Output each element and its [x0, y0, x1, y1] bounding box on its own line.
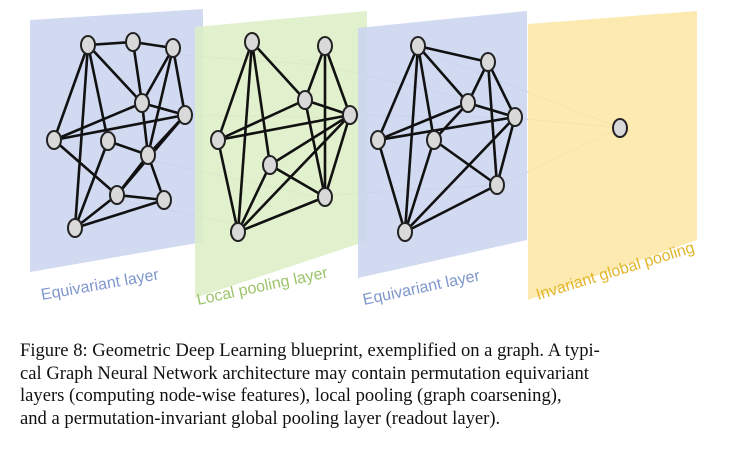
- graph-node: [177, 105, 193, 125]
- layer-plane: [528, 11, 697, 300]
- layer-label: Equivariant layer: [40, 266, 161, 304]
- graph-node: [46, 130, 62, 150]
- layer-equivariant-2: Equivariant layer: [358, 11, 527, 309]
- layer-label: Equivariant layer: [361, 267, 482, 309]
- graph-node: [230, 222, 246, 242]
- graph-node: [109, 185, 125, 205]
- caption-line: cal Graph Neural Network architecture ma…: [20, 362, 589, 384]
- graph-node: [210, 130, 226, 150]
- graph-node: [262, 155, 278, 175]
- graph-node: [410, 36, 426, 56]
- caption-line: and a permutation-invariant global pooli…: [20, 407, 501, 429]
- graph-node: [297, 90, 313, 110]
- graph-node: [317, 36, 333, 56]
- graph-node: [67, 218, 83, 238]
- graph-node: [134, 93, 150, 113]
- layer-invariant-global-pooling: Invariant global pooling: [528, 11, 697, 304]
- graph-node: [156, 190, 172, 210]
- graph-node: [140, 145, 156, 165]
- caption-line: layers (computing node-wise features), l…: [20, 385, 562, 406]
- caption-line: Figure 8: Geometric Deep Learning bluepr…: [20, 340, 600, 361]
- graph-node: [397, 222, 413, 242]
- figure-caption: Figure 8: Geometric Deep Learning bluepr…: [20, 340, 736, 430]
- graph-nodes: [46, 32, 193, 238]
- graph-node: [489, 175, 505, 195]
- graph-node: [125, 32, 141, 52]
- graph-node: [80, 35, 96, 55]
- graph-node: [460, 93, 476, 113]
- graph-edges: [376, 44, 517, 234]
- graph-node: [244, 32, 260, 52]
- gdl-blueprint-figure: Equivariant layer: [30, 9, 697, 309]
- graph-nodes: [370, 36, 523, 242]
- graph-node: [342, 105, 358, 125]
- graph-node: [165, 38, 181, 58]
- graph-node: [480, 52, 496, 72]
- layer-local-pooling: Local pooling layer: [195, 11, 367, 309]
- graph-node: [426, 130, 442, 150]
- graph-node: [100, 131, 116, 151]
- graph-nodes: [210, 32, 358, 242]
- graph-node: [612, 118, 628, 138]
- graph-node: [317, 187, 333, 207]
- layer-equivariant-1: Equivariant layer: [30, 9, 203, 304]
- graph-node: [507, 107, 523, 127]
- graph-node: [370, 130, 386, 150]
